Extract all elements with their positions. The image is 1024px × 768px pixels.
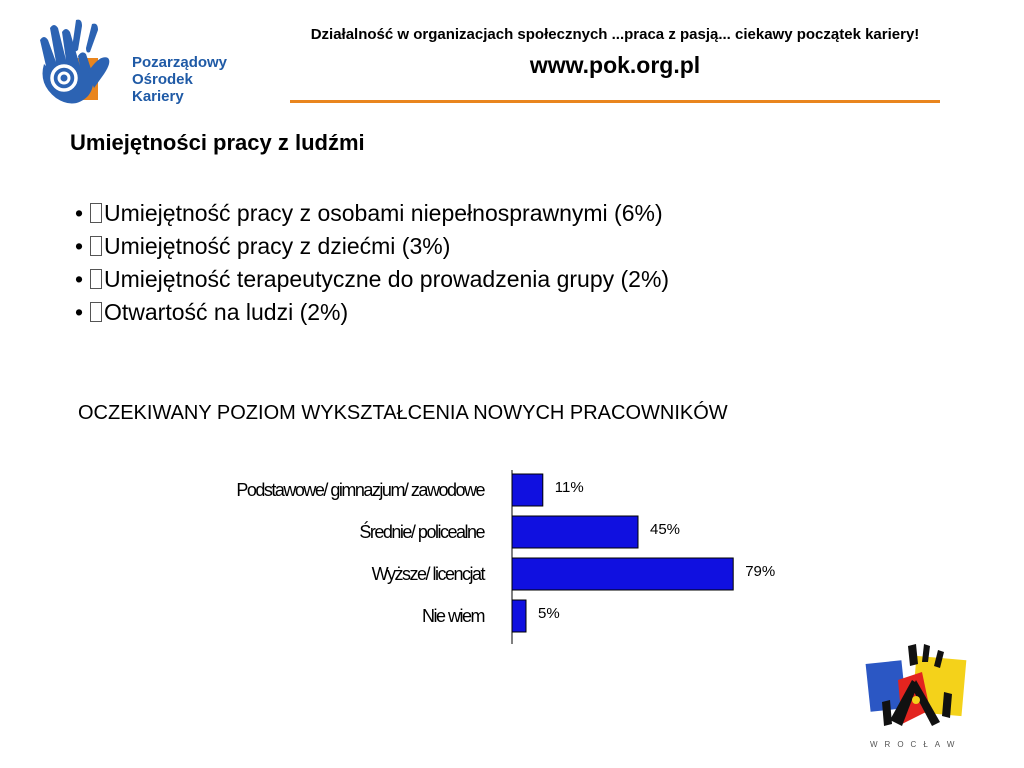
bar: [511, 557, 734, 591]
bullet-text: Umiejętność pracy z dziećmi (3%): [104, 233, 451, 259]
chart-heading: OCZEKIWANY POZIOM WYKSZTAŁCENIA NOWYCH P…: [78, 402, 728, 424]
wroclaw-caption: WROCŁAW: [870, 740, 962, 749]
logo-line: Ośrodek: [132, 71, 193, 88]
header-url[interactable]: www.pok.org.pl: [529, 52, 701, 78]
list-item: • Umiejętność pracy z dziećmi (3%): [70, 230, 669, 263]
category-label: Nie wiem: [422, 606, 485, 626]
logo-text: Pozarządowy Ośrodek Kariery: [132, 54, 227, 105]
bullet-text: Umiejętność pracy z osobami niepełnospra…: [104, 200, 663, 226]
category-label: Podstawowe/ gimnazjum/ zawodowe: [236, 480, 485, 500]
logo-line: Kariery: [132, 88, 184, 105]
missing-glyph-icon: [90, 236, 102, 256]
list-item: • Umiejętność terapeutyczne do prowadzeni…: [70, 263, 669, 296]
missing-glyph-icon: [90, 269, 102, 289]
bullet-dot-icon: •: [74, 266, 84, 292]
education-bar-chart: Podstawowe/ gimnazjum/ zawodowe 11% Średni…: [236, 470, 775, 644]
bar: [511, 599, 527, 633]
section-title: Umiejętności pracy z ludźmi: [70, 130, 365, 155]
value-label: 5%: [538, 605, 560, 622]
bullet-text: Otwartość na ludzi (2%): [104, 299, 349, 325]
logo-line: Pozarządowy: [132, 54, 228, 71]
bullet-dot-icon: •: [74, 233, 84, 259]
wroclaw-logo: [860, 640, 970, 755]
category-label: Średnie/ policealne: [359, 521, 485, 542]
bullet-dot-icon: •: [74, 200, 84, 226]
bar: [511, 473, 544, 507]
wroclaw-logo-icon: [865, 644, 967, 726]
value-label: 11%: [555, 479, 584, 496]
header-tagline: Działalność w organizacjach społecznych …: [310, 26, 920, 43]
list-item: • Otwartość na ludzi (2%): [70, 296, 669, 329]
list-item: • Umiejętność pracy z osobami niepełnospr…: [70, 197, 669, 230]
value-label: 79%: [745, 563, 775, 580]
bullet-text: Umiejętność terapeutyczne do prowadzenia…: [104, 266, 670, 292]
header-divider: [290, 100, 940, 103]
value-label: 45%: [650, 521, 680, 538]
bullet-list: • Umiejętność pracy z osobami niepełnospr…: [70, 197, 669, 329]
category-label: Wyższe/ licencjat: [372, 564, 486, 584]
bullet-dot-icon: •: [74, 299, 84, 325]
missing-glyph-icon: [90, 203, 102, 223]
hand-logo-icon: [40, 19, 110, 104]
pok-logo: Pozarządowy Ośrodek Kariery: [30, 14, 250, 112]
missing-glyph-icon: [90, 302, 102, 322]
bar: [511, 515, 639, 549]
